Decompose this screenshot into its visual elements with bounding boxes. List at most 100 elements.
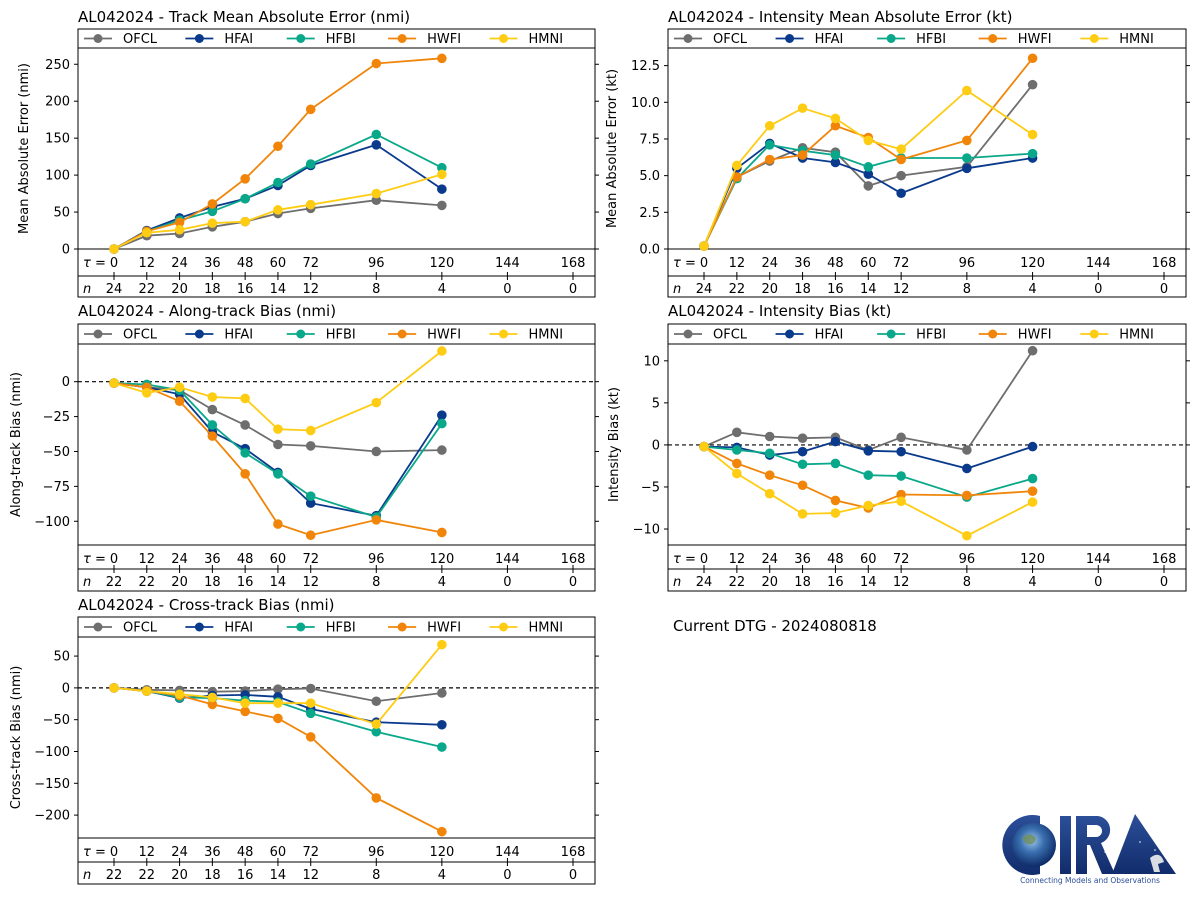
along-track-bias-point-hmni-0 bbox=[109, 378, 119, 388]
intensity-mae-point-hmni-0 bbox=[699, 241, 709, 251]
cross-track-bias-ytick-label: −150 bbox=[34, 777, 70, 792]
intensity-mae-ytick-label: 7.5 bbox=[639, 132, 660, 147]
cross-track-bias-point-hmni-72 bbox=[305, 698, 316, 708]
intensity-mae-point-hfai-96 bbox=[962, 163, 972, 174]
intensity-bias-point-hwfi-12 bbox=[732, 458, 742, 469]
track-mae-title: AL042024 - Track Mean Absolute Error (nm… bbox=[78, 8, 410, 26]
along-track-bias-tau-label: 72 bbox=[302, 552, 319, 567]
cross-track-bias-tau-label: 48 bbox=[237, 845, 254, 860]
track-mae-tau-label: 96 bbox=[368, 256, 385, 271]
track-mae-point-hwfi-120 bbox=[437, 53, 447, 64]
track-mae-series-line-hfai bbox=[113, 143, 443, 250]
along-track-bias-point-hwfi-60 bbox=[273, 519, 283, 529]
track-mae-point-ofcl-120 bbox=[437, 200, 447, 211]
along-track-bias-point-hwfi-96 bbox=[371, 515, 382, 525]
cross-track-bias-n-symbol: n bbox=[83, 868, 91, 883]
track-mae-legend-label-hfbi: HFBI bbox=[326, 32, 356, 47]
along-track-bias-point-ofcl-48 bbox=[240, 420, 250, 430]
track-mae-tau-symbol: τ bbox=[83, 256, 91, 271]
track-mae-tau-equals: = bbox=[95, 256, 106, 271]
track-mae-point-hmni-120 bbox=[437, 169, 447, 180]
intensity-bias-tau-symbol: τ bbox=[673, 552, 681, 567]
intensity-bias-legend-label-hmni: HMNI bbox=[1119, 328, 1154, 343]
intensity-bias-legend-marker-hfai bbox=[785, 329, 795, 339]
track-mae-tau-label: 36 bbox=[204, 256, 221, 271]
along-track-bias-series-line-hwfi bbox=[113, 382, 443, 537]
intensity-bias-point-ofcl-120 bbox=[1027, 345, 1038, 356]
cross-track-bias-legend-label-hwfi: HWFI bbox=[427, 621, 461, 636]
intensity-bias-legend-label-hwfi: HWFI bbox=[1018, 328, 1052, 343]
intensity-bias-n-label: 20 bbox=[761, 575, 778, 590]
along-track-bias-series-line-hfbi bbox=[113, 382, 443, 519]
intensity-mae-n-symbol: n bbox=[673, 282, 681, 297]
intensity-mae-tau-label: 36 bbox=[794, 256, 811, 271]
intensity-mae-point-hfai-72 bbox=[896, 188, 906, 199]
intensity-bias-series-line-ofcl bbox=[703, 350, 1034, 451]
intensity-bias-tau-label: 24 bbox=[761, 552, 778, 567]
cross-track-bias-title: AL042024 - Cross-track Bias (nmi) bbox=[78, 596, 335, 614]
intensity-bias-legend-marker-ofcl bbox=[683, 329, 693, 339]
cross-track-bias-tau-label: 120 bbox=[429, 845, 454, 860]
intensity-bias-tau-label: 96 bbox=[959, 552, 976, 567]
intensity-mae-n-label: 18 bbox=[794, 282, 811, 297]
along-track-bias-n-label: 16 bbox=[237, 575, 254, 590]
track-mae-point-hfbi-120 bbox=[437, 162, 447, 173]
along-track-bias-point-hmni-120 bbox=[437, 346, 447, 356]
intensity-mae-tau-equals: = bbox=[685, 256, 696, 271]
along-track-bias-n-label: 14 bbox=[270, 575, 287, 590]
intensity-bias-ytick-label: −10 bbox=[633, 523, 660, 538]
intensity-mae-tau-label: 24 bbox=[761, 256, 778, 271]
intensity-bias-point-ofcl-12 bbox=[732, 427, 742, 438]
along-track-bias-n-label: 4 bbox=[438, 575, 446, 590]
intensity-bias-point-hfai-72 bbox=[896, 446, 906, 457]
cross-track-bias-point-hfbi-120 bbox=[437, 742, 447, 752]
along-track-bias-tau-label: 0 bbox=[110, 552, 118, 567]
cross-track-bias-ylabel: Cross-track Bias (nmi) bbox=[9, 666, 24, 810]
track-mae-n-label: 24 bbox=[106, 282, 123, 297]
along-track-bias-point-ofcl-60 bbox=[273, 439, 283, 450]
intensity-bias-n-label: 16 bbox=[827, 575, 844, 590]
intensity-bias-ylabel: Intensity Bias (kt) bbox=[607, 387, 622, 502]
cross-track-bias-ytick-label: −50 bbox=[43, 713, 70, 728]
intensity-bias-point-hmni-0 bbox=[699, 441, 709, 452]
cross-track-bias-series-line-hwfi bbox=[113, 687, 443, 833]
intensity-mae-point-hwfi-48 bbox=[830, 120, 841, 131]
intensity-bias-point-hfbi-72 bbox=[896, 471, 906, 481]
cross-track-bias-legend-label-hfbi: HFBI bbox=[326, 621, 356, 636]
track-mae-legend-marker-ofcl bbox=[93, 34, 103, 43]
track-mae-n-label: 0 bbox=[569, 282, 577, 297]
track-mae-tau-label: 144 bbox=[495, 256, 520, 271]
intensity-mae-point-hwfi-96 bbox=[962, 135, 972, 146]
along-track-bias-series-line-hmni bbox=[113, 350, 443, 432]
track-mae-point-hfbi-60 bbox=[273, 177, 283, 188]
intensity-bias-ytick-label: 5 bbox=[652, 396, 660, 411]
intensity-bias-legend-marker-hmni bbox=[1089, 329, 1099, 339]
intensity-mae-point-hfai-48 bbox=[830, 157, 841, 168]
logo-letter-i bbox=[1060, 816, 1071, 874]
cross-track-bias-tau-label: 96 bbox=[368, 845, 385, 860]
intensity-bias-point-hmni-96 bbox=[962, 530, 972, 541]
along-track-bias-point-ofcl-120 bbox=[437, 445, 447, 455]
cross-track-bias-tau-label: 24 bbox=[171, 845, 188, 860]
along-track-bias-point-hmni-12 bbox=[141, 388, 152, 398]
track-mae-point-hwfi-60 bbox=[273, 141, 283, 152]
track-mae-ytick-label: 200 bbox=[45, 95, 70, 110]
along-track-bias-point-hmni-24 bbox=[174, 382, 185, 393]
track-mae-point-hwfi-48 bbox=[240, 173, 250, 184]
track-mae-legend-marker-hwfi bbox=[397, 34, 407, 43]
intensity-bias-point-hfbi-24 bbox=[764, 448, 775, 459]
intensity-bias-tau-equals: = bbox=[685, 552, 696, 567]
track-mae-point-hmni-36 bbox=[207, 218, 218, 228]
along-track-bias-n-label: 8 bbox=[372, 575, 380, 590]
intensity-mae-n-label: 0 bbox=[1094, 282, 1102, 297]
intensity-mae-n-label: 0 bbox=[1160, 282, 1168, 297]
along-track-bias-n-label: 20 bbox=[171, 575, 188, 590]
intensity-mae-tau-symbol: τ bbox=[673, 256, 681, 271]
cross-track-bias-n-label: 0 bbox=[569, 868, 577, 883]
along-track-bias-n-label: 18 bbox=[204, 575, 221, 590]
track-mae-point-hwfi-96 bbox=[371, 58, 382, 69]
cross-track-bias-plot-area bbox=[77, 636, 596, 839]
intensity-bias-n-symbol: n bbox=[673, 575, 681, 590]
track-mae-point-ofcl-96 bbox=[371, 195, 382, 206]
